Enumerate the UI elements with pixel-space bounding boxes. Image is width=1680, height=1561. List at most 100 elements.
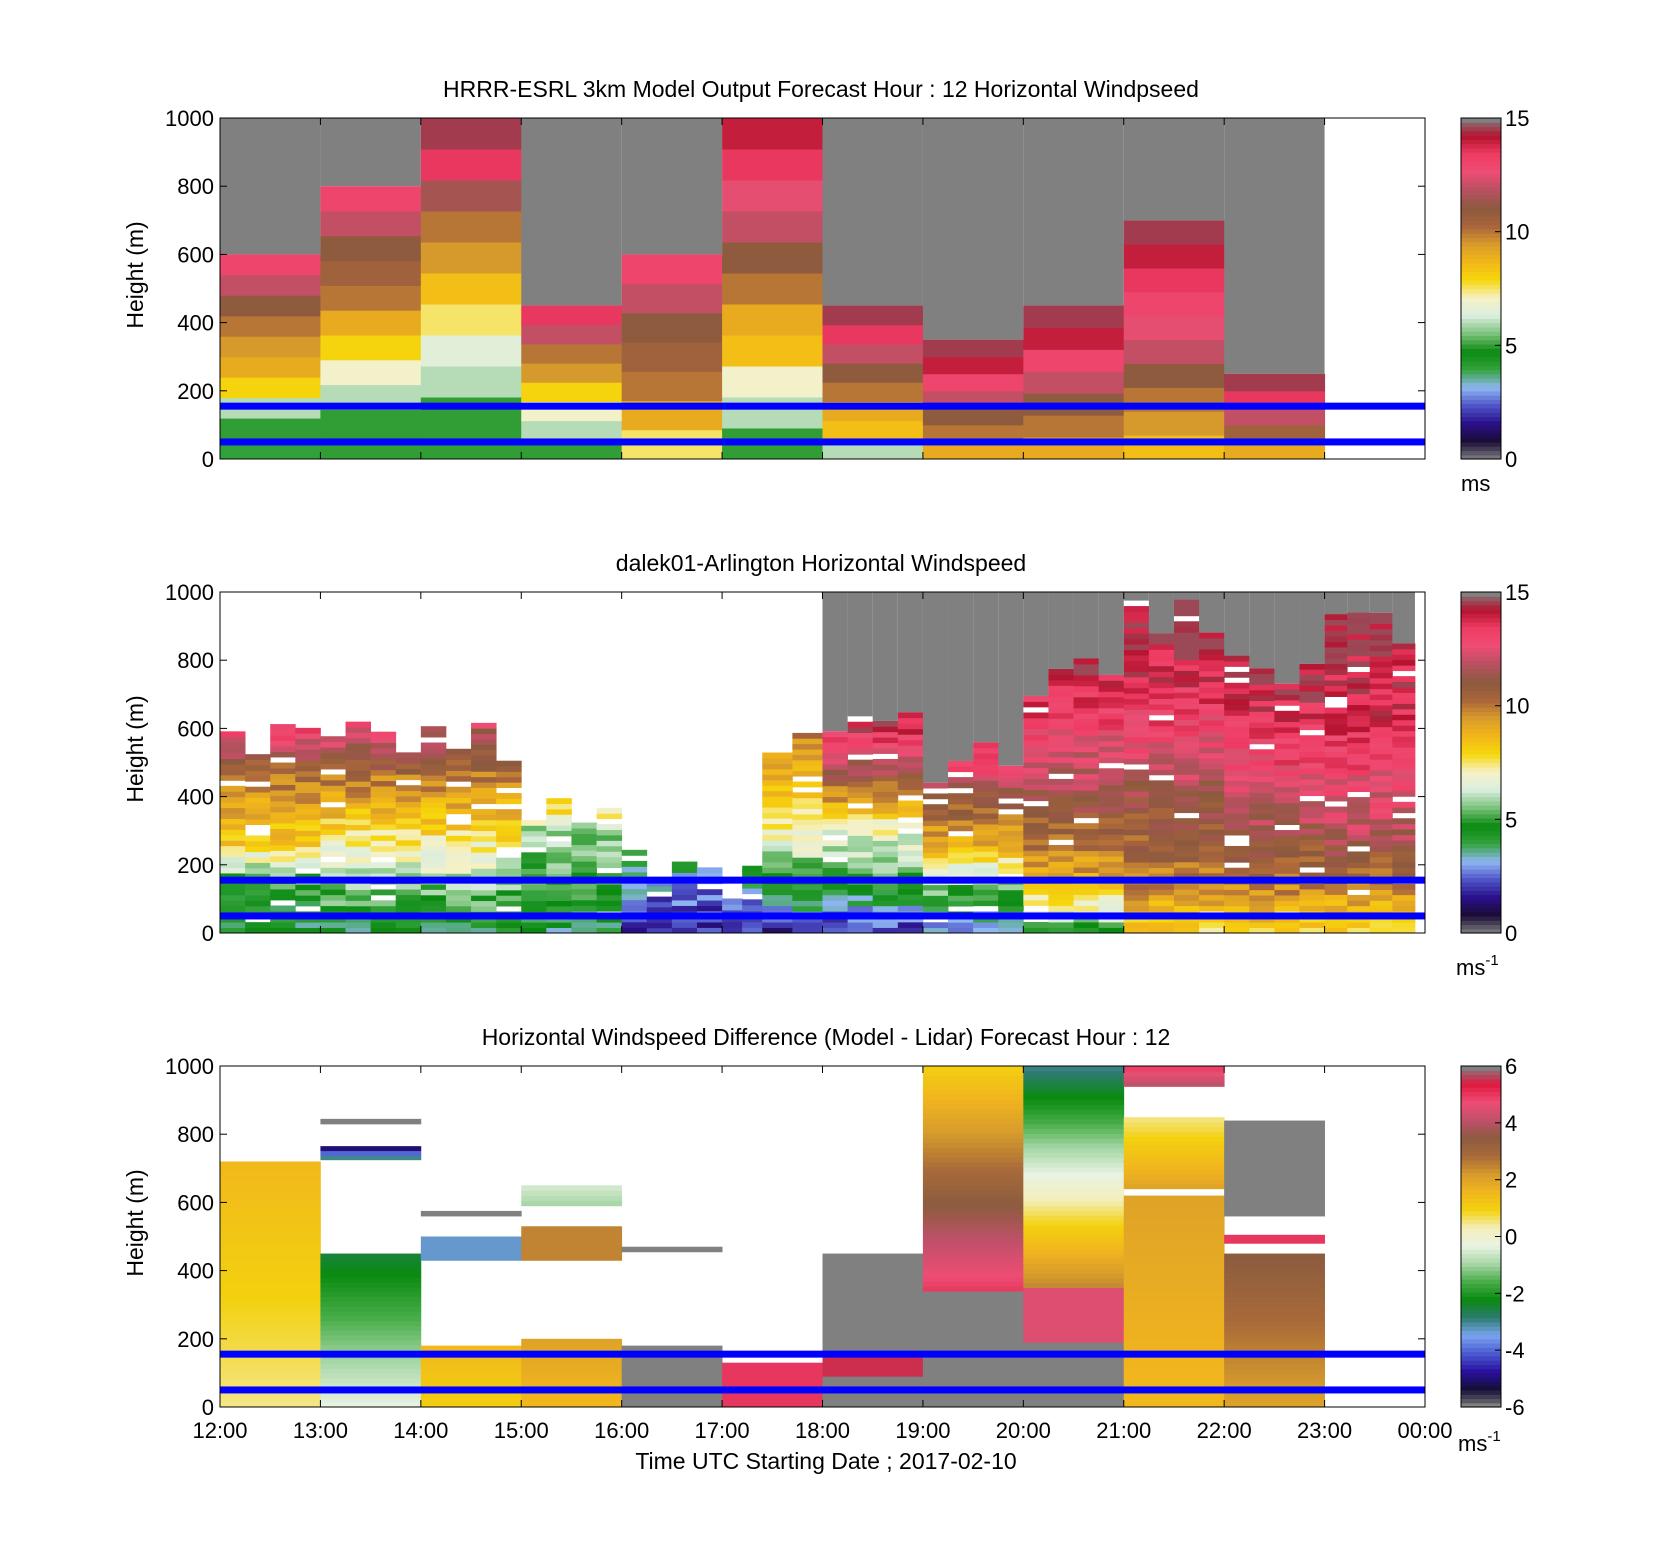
colorbar-swatch — [1461, 694, 1501, 700]
lidar-cell — [1023, 723, 1049, 730]
lidar-cell — [445, 867, 472, 874]
difference-cell — [621, 1246, 723, 1253]
colorbar-tick-label: 10 — [1505, 220, 1529, 245]
lidar-cell — [1347, 786, 1371, 793]
lidar-cell — [471, 830, 497, 837]
difference-cell — [722, 1382, 823, 1388]
lidar-cell — [596, 922, 623, 928]
colorbar-swatch — [1461, 1198, 1501, 1203]
lidar-cell — [1199, 758, 1225, 765]
difference-cell — [521, 1250, 623, 1256]
lidar-cell — [1299, 856, 1325, 862]
difference-cell — [1224, 1192, 1325, 1198]
lidar-cell — [1073, 779, 1100, 786]
difference-cell — [1224, 1277, 1325, 1283]
difference-cell — [1023, 1085, 1125, 1091]
model-cell — [822, 305, 924, 326]
lidar-cell — [847, 835, 874, 842]
colorbar-swatch — [1461, 724, 1501, 729]
colorbar-swatch — [1461, 262, 1501, 268]
model-cell — [722, 397, 823, 429]
difference-cell — [1023, 1360, 1125, 1366]
lidar-cell — [847, 775, 874, 782]
lidar-cell — [370, 802, 397, 809]
lidar-cell — [872, 835, 899, 841]
model-cell — [420, 335, 522, 367]
lidar-cell — [1347, 655, 1371, 662]
difference-cell — [922, 1329, 1024, 1335]
lidar-cell — [395, 823, 422, 830]
lidar-cell — [872, 889, 899, 896]
difference-cell — [320, 1339, 422, 1346]
lidar-cell — [1199, 774, 1225, 781]
lidar-cell — [370, 796, 397, 803]
model-cell — [1023, 415, 1125, 438]
lidar-cell — [1347, 737, 1371, 744]
lidar-cell — [1123, 845, 1150, 852]
lidar-cell — [1048, 685, 1074, 692]
lidar-cell — [1299, 762, 1325, 769]
lidar-cell — [948, 852, 974, 859]
difference-cell — [320, 1301, 422, 1307]
lidar-cell — [1392, 692, 1416, 699]
lidar-cell — [1299, 674, 1325, 681]
lidar-cell — [471, 900, 497, 907]
lidar-cell — [1148, 633, 1175, 639]
difference-cell — [1023, 1157, 1125, 1163]
lidar-cell — [1347, 884, 1371, 890]
lidar-cell — [1299, 872, 1325, 879]
lidar-cell — [445, 797, 472, 804]
lidar-cell — [270, 861, 296, 868]
lidar-cell — [1123, 698, 1150, 705]
colorbar-swatch — [1461, 1083, 1501, 1088]
lidar-cell — [1173, 829, 1200, 835]
colorbar-swatch — [1461, 894, 1501, 900]
lidar-cell — [596, 862, 623, 869]
colorbar-swatch — [1461, 454, 1501, 460]
lidar-cell — [320, 861, 346, 868]
lidar-cell — [1224, 829, 1250, 836]
difference-cell — [1123, 1296, 1225, 1302]
lidar-cell — [1274, 895, 1300, 901]
lidar-title: dalek01-Arlington Horizontal Windspeed — [616, 550, 1026, 576]
lidar-cell — [897, 806, 924, 812]
difference-cell — [621, 1383, 723, 1389]
lidar-cell — [1148, 676, 1175, 683]
difference-cell — [922, 1171, 1024, 1177]
lidar-cell — [1199, 889, 1225, 896]
lidar-cell — [1148, 704, 1175, 710]
difference-cell — [621, 1392, 723, 1398]
lidar-cell — [521, 863, 547, 869]
lidar-cell — [696, 894, 723, 901]
difference-cell — [621, 1402, 723, 1408]
model-cell — [621, 283, 723, 314]
difference-cell — [922, 1334, 1024, 1340]
lidar-cell — [1324, 641, 1348, 648]
colorbar-swatch — [1461, 762, 1501, 768]
lidar-cell — [1224, 824, 1250, 831]
lidar-cell — [847, 819, 874, 826]
lidar-cell — [1173, 883, 1200, 890]
lidar-cell — [1123, 622, 1150, 629]
lidar-cell — [471, 792, 497, 799]
lidar-cell — [1249, 668, 1275, 675]
colorbar-swatch — [1461, 147, 1501, 153]
lidar-cell — [370, 748, 397, 754]
colorbar-tick-label: 0 — [1505, 447, 1517, 472]
colorbar-swatch — [1461, 360, 1501, 366]
lidar-cell — [621, 872, 648, 878]
colorbar-swatch — [1461, 224, 1501, 230]
difference-cell — [922, 1267, 1024, 1273]
colorbar-tick-label: 0 — [1505, 1225, 1517, 1250]
colorbar-swatch — [1461, 122, 1501, 128]
difference-cell — [822, 1258, 924, 1264]
colorbar-swatch — [1461, 660, 1501, 666]
colorbar-swatch — [1461, 1321, 1501, 1327]
lidar-cell — [1299, 900, 1325, 906]
lidar-cell — [897, 772, 924, 779]
lidar-cell — [1274, 792, 1300, 798]
lidar-cell — [1023, 701, 1049, 708]
lidar-cell — [1199, 818, 1225, 825]
lidar-missing-cell — [1023, 592, 1049, 696]
